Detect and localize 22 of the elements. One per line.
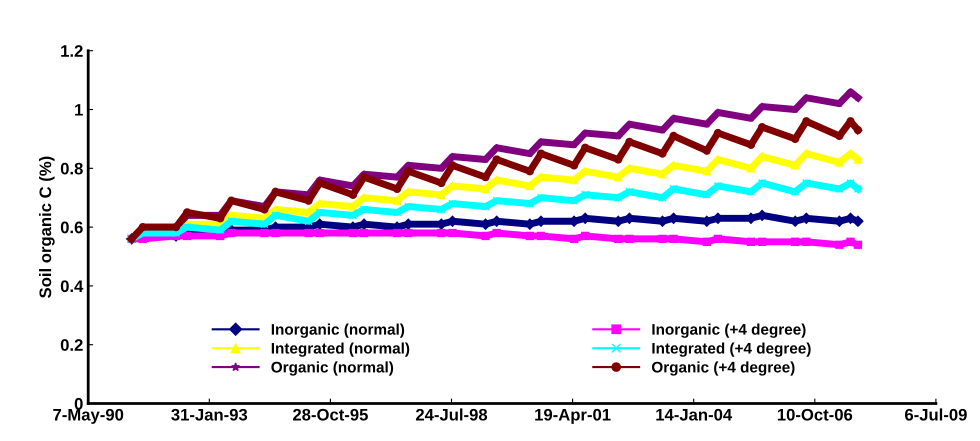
legend-label: Integrated (+4 degree)	[652, 342, 811, 357]
x-tick-label: 24-Jul-98	[416, 408, 488, 421]
x-tick-label: 19-Apr-01	[535, 408, 611, 424]
y-tick-label: 0.8	[60, 162, 83, 175]
x-tick-label: 31-Jan-93	[171, 408, 248, 421]
legend-label: Inorganic (+4 degree)	[652, 324, 806, 338]
y-axis-title: Soil organic C (%)	[39, 156, 55, 298]
y-tick-label: 0	[74, 398, 83, 410]
y-tick-label: 0.4	[60, 280, 84, 292]
x-tick-label: 28-Oct-95	[293, 408, 368, 421]
x-tick-label: 6-Jul-09	[905, 408, 967, 421]
x-tick-label: 14-Jan-04	[656, 408, 732, 421]
x-tick-label: 7-May-90	[53, 408, 124, 424]
y-tick-label: 1	[75, 104, 83, 116]
legend-label: Integrated (normal)	[272, 342, 410, 357]
legend-label: Inorganic (normal)	[272, 324, 404, 338]
y-tick-label: 1.2	[61, 45, 83, 57]
legend-label: Organic (+4 degree)	[652, 361, 795, 376]
y-tick-label: 0.6	[60, 222, 83, 234]
x-tick-label: 10-Oct-06	[778, 408, 852, 421]
legend-label: Organic (normal)	[271, 361, 394, 376]
y-tick-label: 0.2	[60, 339, 83, 351]
